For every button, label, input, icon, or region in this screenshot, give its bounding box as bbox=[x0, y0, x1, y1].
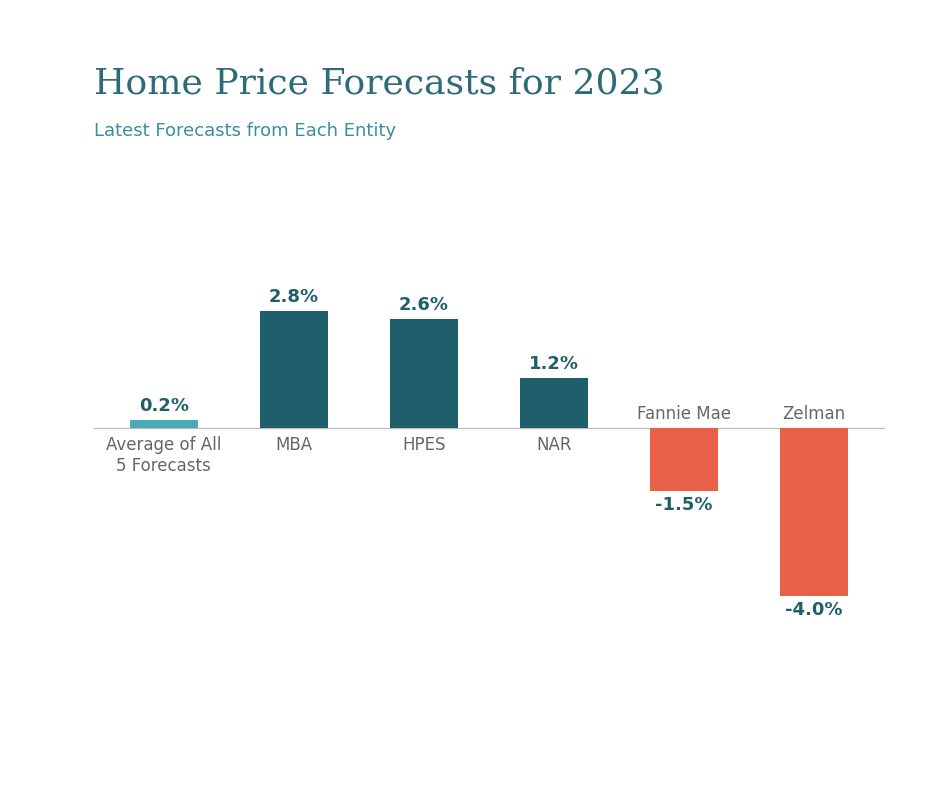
Text: 2.8%: 2.8% bbox=[269, 288, 319, 306]
Text: Latest Forecasts from Each Entity: Latest Forecasts from Each Entity bbox=[94, 122, 396, 140]
Text: Zelman: Zelman bbox=[782, 405, 845, 423]
Bar bbox=[130, 420, 197, 428]
Text: 0.2%: 0.2% bbox=[139, 397, 189, 414]
Text: Fannie Mae: Fannie Mae bbox=[637, 405, 731, 423]
Text: 2.6%: 2.6% bbox=[399, 296, 448, 314]
Text: Home Price Forecasts for 2023: Home Price Forecasts for 2023 bbox=[94, 67, 665, 101]
Bar bbox=[780, 428, 848, 596]
Bar bbox=[260, 310, 327, 428]
Text: -4.0%: -4.0% bbox=[785, 601, 842, 619]
Bar bbox=[390, 319, 458, 428]
Bar bbox=[520, 378, 588, 428]
Bar bbox=[650, 428, 717, 491]
Text: -1.5%: -1.5% bbox=[655, 496, 713, 514]
Text: Average of All
5 Forecasts: Average of All 5 Forecasts bbox=[106, 436, 222, 474]
Text: 1.2%: 1.2% bbox=[529, 355, 579, 373]
Text: MBA: MBA bbox=[275, 436, 312, 454]
Text: HPES: HPES bbox=[402, 436, 446, 454]
Text: NAR: NAR bbox=[536, 436, 572, 454]
